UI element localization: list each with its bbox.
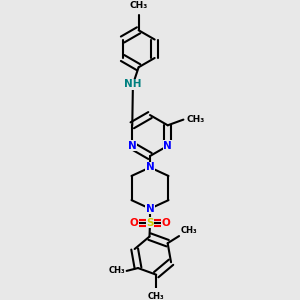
Text: N: N [146,162,154,172]
Text: O: O [161,218,170,228]
Text: S: S [146,218,154,228]
Text: N: N [164,141,172,151]
Text: N: N [128,141,136,151]
Text: CH₃: CH₃ [109,266,125,275]
Text: O: O [130,218,139,228]
Text: NH: NH [124,79,142,89]
Text: CH₃: CH₃ [130,1,148,10]
Text: CH₃: CH₃ [148,292,164,300]
Text: CH₃: CH₃ [186,115,205,124]
Text: N: N [146,204,154,214]
Text: CH₃: CH₃ [181,226,197,235]
